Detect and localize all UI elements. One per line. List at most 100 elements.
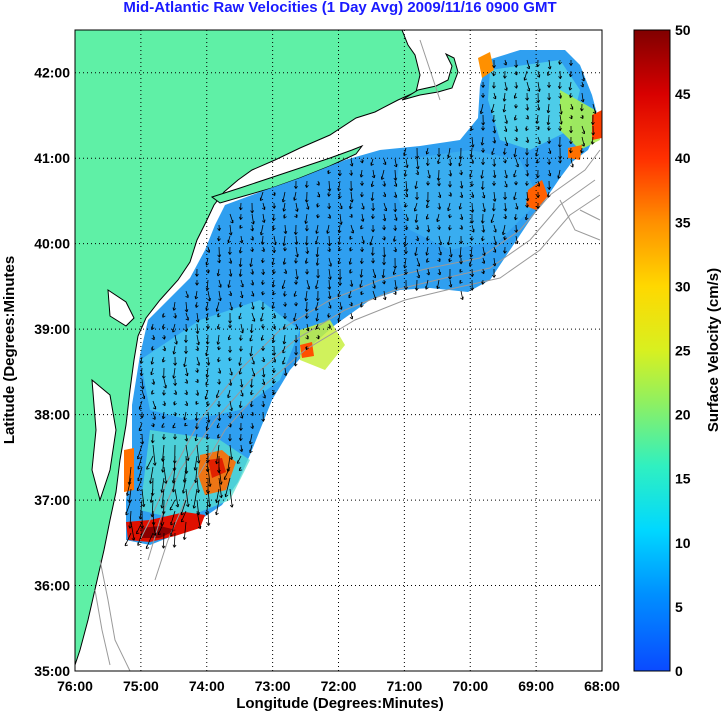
velocity-arrow bbox=[162, 433, 166, 440]
velocity-arrow bbox=[360, 246, 364, 253]
velocity-arrow bbox=[169, 499, 176, 511]
velocity-arrow bbox=[470, 268, 475, 277]
velocity-arrow bbox=[260, 312, 264, 322]
velocity-arrow bbox=[228, 345, 232, 353]
velocity-arrow bbox=[481, 125, 485, 131]
velocity-arrow bbox=[459, 268, 463, 273]
velocity-arrow bbox=[305, 224, 309, 232]
velocity-arrow bbox=[239, 224, 243, 229]
velocity-arrow bbox=[217, 367, 221, 374]
velocity-arrow bbox=[569, 103, 574, 110]
velocity-arrow bbox=[217, 235, 221, 242]
velocity-arrow bbox=[305, 345, 309, 351]
velocity-arrow bbox=[239, 422, 243, 431]
velocity-arrow bbox=[404, 191, 408, 198]
velocity-arrow bbox=[282, 345, 286, 354]
x-tick-label: 69:00 bbox=[518, 678, 554, 694]
velocity-arrow bbox=[216, 268, 221, 277]
velocity-arrow bbox=[503, 235, 507, 241]
velocity-arrow bbox=[481, 191, 486, 199]
velocity-arrow bbox=[206, 356, 211, 366]
velocity-arrow bbox=[250, 279, 254, 286]
velocity-arrow bbox=[304, 301, 309, 312]
velocity-arrow bbox=[481, 114, 486, 126]
velocity-arrow bbox=[150, 433, 155, 444]
velocity-arrow bbox=[393, 169, 398, 181]
velocity-arrow bbox=[328, 257, 332, 267]
velocity-arrow bbox=[547, 147, 552, 155]
velocity-arrow bbox=[315, 290, 320, 302]
velocity-arrow bbox=[581, 125, 585, 135]
velocity-arrow bbox=[205, 279, 210, 291]
velocity-arrow bbox=[536, 70, 541, 78]
velocity-arrow bbox=[557, 81, 562, 90]
velocity-arrow bbox=[470, 180, 474, 187]
velocity-arrow bbox=[228, 356, 232, 362]
velocity-arrow bbox=[393, 191, 398, 198]
colorbar-tick-label: 50 bbox=[675, 22, 691, 38]
velocity-arrow bbox=[558, 70, 563, 80]
velocity-arrow bbox=[436, 213, 440, 223]
velocity-arrow bbox=[250, 224, 255, 232]
velocity-arrow bbox=[393, 202, 398, 213]
velocity-arrow bbox=[559, 103, 563, 115]
velocity-arrow bbox=[136, 477, 143, 492]
x-tick-label: 70:00 bbox=[452, 678, 488, 694]
velocity-arrow bbox=[569, 147, 573, 154]
y-tick-label: 41:00 bbox=[34, 150, 70, 166]
velocity-arrow bbox=[240, 279, 244, 288]
velocity-arrow bbox=[338, 279, 342, 286]
velocity-arrow bbox=[482, 246, 486, 256]
velocity-arrow bbox=[172, 323, 176, 333]
velocity-arrow bbox=[228, 268, 233, 277]
velocity-arrow bbox=[437, 257, 441, 263]
velocity-arrow bbox=[547, 180, 552, 190]
velocity-arrow bbox=[448, 180, 452, 188]
velocity-arrow bbox=[261, 268, 265, 275]
velocity-arrow bbox=[514, 213, 518, 221]
velocity-arrow bbox=[514, 59, 518, 68]
velocity-arrow bbox=[404, 202, 408, 208]
velocity-arrow bbox=[525, 114, 529, 120]
velocity-arrow bbox=[481, 279, 485, 285]
velocity-arrow bbox=[415, 169, 419, 176]
velocity-arrow bbox=[480, 213, 485, 224]
velocity-arrow bbox=[393, 235, 397, 242]
velocity-arrow bbox=[371, 257, 375, 264]
y-tick-labels: 42:00 41:00 40:00 39:00 38:00 37:00 36:00 35:00 bbox=[34, 65, 70, 679]
velocity-arrow bbox=[360, 191, 364, 198]
velocity-arrow bbox=[502, 224, 506, 236]
velocity-arrow bbox=[404, 158, 409, 169]
velocity-arrow bbox=[492, 158, 497, 167]
velocity-arrow bbox=[162, 389, 166, 396]
velocity-arrow bbox=[125, 499, 132, 516]
velocity-arrow bbox=[251, 356, 255, 365]
velocity-arrow bbox=[293, 290, 298, 297]
velocity-arrow bbox=[393, 279, 398, 290]
velocity-arrow bbox=[547, 169, 552, 177]
velocity-arrow bbox=[206, 268, 210, 274]
velocity-arrow bbox=[393, 246, 397, 253]
velocity-arrow bbox=[492, 92, 497, 100]
velocity-arrow bbox=[470, 279, 475, 291]
velocity-arrow bbox=[370, 158, 374, 166]
velocity-arrow bbox=[240, 389, 244, 397]
velocity-arrow bbox=[348, 257, 353, 265]
velocity-arrow bbox=[151, 389, 155, 395]
velocity-arrow bbox=[580, 147, 584, 154]
velocity-arrow bbox=[514, 114, 518, 121]
velocity-arrow bbox=[161, 367, 166, 379]
velocity-arrow bbox=[184, 422, 188, 427]
velocity-arrow bbox=[238, 356, 243, 366]
velocity-arrow bbox=[261, 202, 266, 210]
velocity-arrow bbox=[261, 345, 265, 351]
velocity-arrow bbox=[536, 191, 540, 198]
velocity-arrow bbox=[251, 312, 256, 322]
velocity-arrow bbox=[349, 180, 354, 192]
velocity-arrow bbox=[569, 136, 573, 145]
velocity-arrow bbox=[294, 323, 299, 330]
velocity-arrow bbox=[481, 268, 485, 275]
velocity-arrow bbox=[415, 147, 420, 159]
velocity-arrow bbox=[471, 224, 475, 233]
velocity-arrow bbox=[503, 158, 507, 164]
